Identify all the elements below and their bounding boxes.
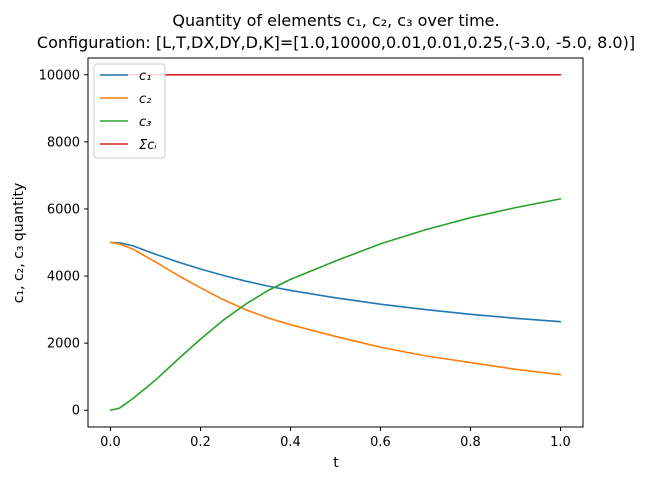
y-axis-ticks: 0 2000 4000 6000 8000 10000 [39, 68, 88, 419]
plot-area-frame [87, 57, 584, 428]
legend: c₁ c₂ c₃ Σcᵢ [93, 63, 166, 159]
x-tick-label: 1.0 [550, 435, 571, 450]
y-tick-label: 6000 [47, 202, 80, 217]
x-axis-ticks: 0.0 0.2 0.4 0.6 0.8 1.0 [100, 427, 571, 450]
y-tick-label: 4000 [47, 270, 80, 285]
y-tick-label: 0 [72, 404, 80, 419]
x-axis-label: t [333, 455, 339, 471]
series-line-1 [109, 241, 562, 323]
legend-label-2: c₂ [139, 92, 151, 107]
legend-box [93, 63, 166, 159]
y-tick-label: 8000 [47, 135, 80, 150]
series-line-3 [109, 198, 562, 412]
series-line-2 [109, 241, 562, 376]
y-axis-label: c₁, c₂, c₃ quantity [11, 183, 27, 304]
chart-title-line2: Configuration: [L,T,DX,DY,D,K]=[1.0,1000… [37, 33, 635, 52]
legend-label-4: Σcᵢ [139, 138, 157, 153]
x-tick-label: 0.2 [190, 435, 211, 450]
x-tick-label: 0.0 [100, 435, 121, 450]
legend-label-3: c₃ [139, 115, 151, 130]
x-tick-label: 0.6 [370, 435, 391, 450]
chart-title-line1: Quantity of elements c₁, c₂, c₃ over tim… [172, 11, 499, 30]
x-tick-label: 0.4 [280, 435, 301, 450]
legend-items: c₁ c₂ c₃ Σcᵢ [100, 69, 157, 153]
y-tick-label: 10000 [39, 68, 80, 83]
y-tick-label: 2000 [47, 337, 80, 352]
x-tick-label: 0.8 [460, 435, 481, 450]
legend-label-1: c₁ [139, 69, 151, 84]
